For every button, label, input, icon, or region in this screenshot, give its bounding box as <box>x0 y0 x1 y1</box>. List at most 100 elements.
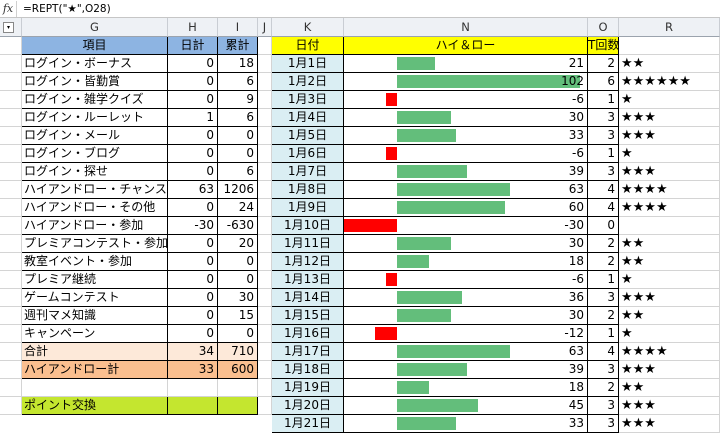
column-header-g[interactable]: G <box>22 18 168 37</box>
rating-stars-cell[interactable]: ★★★ <box>619 289 720 307</box>
rating-stars-cell[interactable]: ★ <box>619 325 720 343</box>
cell[interactable] <box>0 181 22 199</box>
function-icon[interactable]: fx <box>0 0 17 17</box>
cell[interactable] <box>258 55 272 73</box>
t-count-cell[interactable]: 3 <box>588 415 619 433</box>
hl-total-cumulative[interactable]: 600 <box>218 361 258 379</box>
date-cell[interactable]: 1月11日 <box>272 235 344 253</box>
t-count-cell[interactable]: 3 <box>588 163 619 181</box>
date-cell[interactable]: 1月13日 <box>272 271 344 289</box>
item-name-cell[interactable]: ログイン・皆勤賞 <box>22 73 168 91</box>
column-header-o[interactable]: O <box>588 18 619 37</box>
hilo-value-cell[interactable]: 36 <box>344 289 588 307</box>
rating-stars-cell[interactable]: ★ <box>619 145 720 163</box>
cumulative-value-cell[interactable]: 0 <box>218 253 258 271</box>
date-cell[interactable]: 1月5日 <box>272 127 344 145</box>
date-cell[interactable]: 1月10日 <box>272 217 344 235</box>
t-count-cell[interactable]: 3 <box>588 127 619 145</box>
rating-stars-cell[interactable]: ★ <box>619 271 720 289</box>
total-daily[interactable]: 34 <box>168 343 218 361</box>
cell[interactable] <box>619 37 720 55</box>
date-cell[interactable]: 1月8日 <box>272 181 344 199</box>
daily-value-cell[interactable]: 0 <box>168 307 218 325</box>
item-name-cell[interactable]: キャンペーン <box>22 325 168 343</box>
formula-input[interactable]: =REPT("★",O28) <box>23 2 111 15</box>
cell[interactable] <box>0 343 22 361</box>
cell[interactable] <box>258 325 272 343</box>
cell[interactable] <box>0 379 22 397</box>
cell[interactable] <box>258 199 272 217</box>
daily-value-cell[interactable]: 0 <box>168 163 218 181</box>
point-exchange-cumulative[interactable] <box>218 397 258 415</box>
t-count-cell[interactable]: 1 <box>588 145 619 163</box>
cell[interactable] <box>0 361 22 379</box>
t-count-cell[interactable]: 4 <box>588 343 619 361</box>
hilo-value-cell[interactable]: 63 <box>344 343 588 361</box>
date-cell[interactable]: 1月1日 <box>272 55 344 73</box>
cell[interactable] <box>0 271 22 289</box>
cell[interactable] <box>0 235 22 253</box>
cell[interactable] <box>0 289 22 307</box>
hilo-value-cell[interactable]: 102 <box>344 73 588 91</box>
hilo-value-cell[interactable]: 45 <box>344 397 588 415</box>
cumulative-value-cell[interactable]: 0 <box>218 325 258 343</box>
t-count-cell[interactable]: 0 <box>588 217 619 235</box>
item-name-cell[interactable]: ハイアンドロー・その他 <box>22 199 168 217</box>
total-cumulative[interactable]: 710 <box>218 343 258 361</box>
cumulative-value-cell[interactable]: 18 <box>218 55 258 73</box>
column-header-k[interactable]: K <box>272 18 344 37</box>
cumulative-value-cell[interactable]: -630 <box>218 217 258 235</box>
cumulative-value-cell[interactable]: 1206 <box>218 181 258 199</box>
cell[interactable] <box>258 109 272 127</box>
cumulative-value-cell[interactable]: 30 <box>218 289 258 307</box>
rating-stars-cell[interactable] <box>619 217 720 235</box>
rating-stars-cell[interactable]: ★★★ <box>619 109 720 127</box>
header-t-count[interactable]: T回数 <box>588 37 619 55</box>
hilo-value-cell[interactable]: 21 <box>344 55 588 73</box>
date-cell[interactable]: 1月3日 <box>272 91 344 109</box>
daily-value-cell[interactable]: -30 <box>168 217 218 235</box>
column-header-r[interactable]: R <box>619 18 720 37</box>
hilo-value-cell[interactable]: 33 <box>344 415 588 433</box>
t-count-cell[interactable]: 2 <box>588 307 619 325</box>
daily-value-cell[interactable]: 0 <box>168 55 218 73</box>
hilo-value-cell[interactable]: 30 <box>344 109 588 127</box>
filter-dropdown-icon[interactable]: ▾ <box>3 22 14 33</box>
hilo-value-cell[interactable]: -6 <box>344 271 588 289</box>
hl-total-daily[interactable]: 33 <box>168 361 218 379</box>
cell[interactable] <box>258 253 272 271</box>
rating-stars-cell[interactable]: ★★★ <box>619 361 720 379</box>
rating-stars-cell[interactable]: ★★ <box>619 55 720 73</box>
cell[interactable] <box>0 163 22 181</box>
rating-stars-cell[interactable]: ★★★★ <box>619 343 720 361</box>
cell[interactable] <box>0 37 22 55</box>
cell[interactable] <box>0 91 22 109</box>
cumulative-value-cell[interactable]: 6 <box>218 109 258 127</box>
item-name-cell[interactable]: ゲームコンテスト <box>22 289 168 307</box>
hilo-value-cell[interactable]: 39 <box>344 361 588 379</box>
date-cell[interactable]: 1月6日 <box>272 145 344 163</box>
hilo-value-cell[interactable]: 18 <box>344 379 588 397</box>
daily-value-cell[interactable]: 0 <box>168 289 218 307</box>
date-cell[interactable]: 1月14日 <box>272 289 344 307</box>
cell[interactable] <box>258 145 272 163</box>
hilo-value-cell[interactable]: 30 <box>344 235 588 253</box>
cell[interactable] <box>0 145 22 163</box>
daily-value-cell[interactable]: 0 <box>168 199 218 217</box>
item-name-cell[interactable]: ログイン・ルーレット <box>22 109 168 127</box>
header-cumulative[interactable]: 累計 <box>218 37 258 55</box>
column-header-i[interactable]: I <box>218 18 258 37</box>
cell[interactable] <box>22 379 168 397</box>
cell[interactable] <box>258 343 272 361</box>
daily-value-cell[interactable]: 0 <box>168 253 218 271</box>
t-count-cell[interactable]: 3 <box>588 361 619 379</box>
cell[interactable] <box>0 397 22 415</box>
t-count-cell[interactable]: 4 <box>588 181 619 199</box>
cell[interactable] <box>258 361 272 379</box>
date-cell[interactable]: 1月4日 <box>272 109 344 127</box>
date-cell[interactable]: 1月16日 <box>272 325 344 343</box>
item-name-cell[interactable]: ログイン・探せ <box>22 163 168 181</box>
hl-total-label[interactable]: ハイアンドロー計 <box>22 361 168 379</box>
rating-stars-cell[interactable]: ★★★ <box>619 127 720 145</box>
cell[interactable] <box>258 307 272 325</box>
